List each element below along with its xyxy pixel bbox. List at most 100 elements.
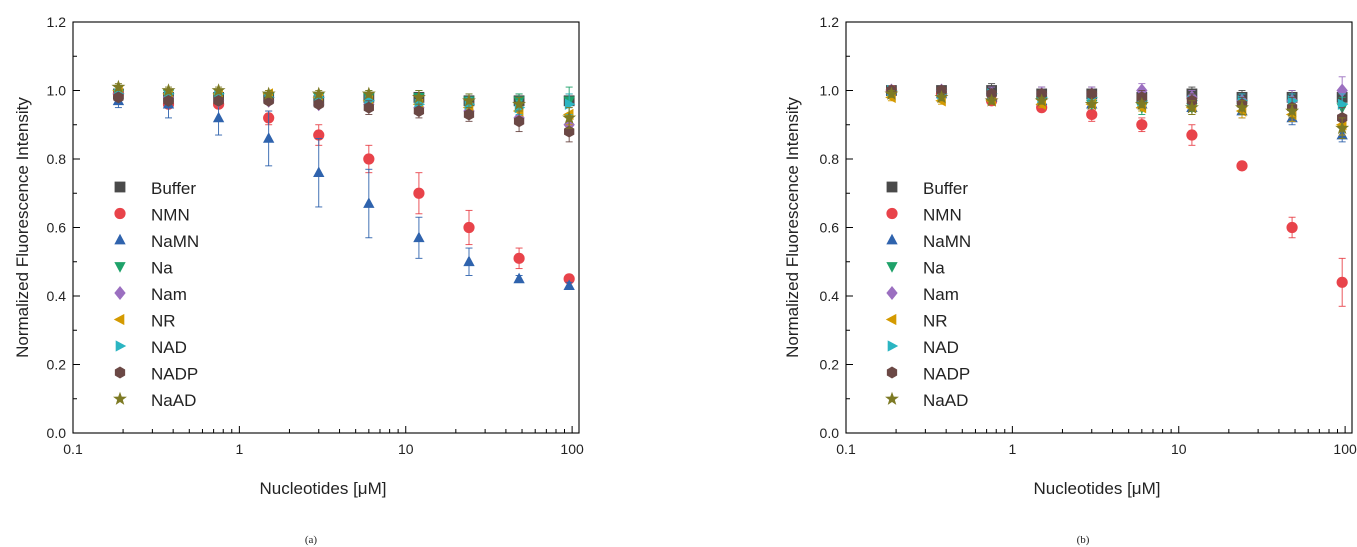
legend-label: NaAD [923, 391, 968, 410]
legend-marker [885, 391, 899, 405]
data-point [1034, 93, 1049, 107]
data-point [111, 79, 126, 93]
y-tick-label: 0.0 [820, 425, 840, 441]
panel-label: (a) [305, 534, 318, 546]
data-point [161, 83, 176, 97]
panel-a: 0.0 0.2 0.4 0.6 0.8 1.0 1.2 0.1 1 10 100 Nucleotide… [13, 14, 584, 546]
data-point [1136, 119, 1148, 131]
data-point [163, 94, 174, 107]
series-buffer [886, 83, 1348, 105]
y-tick-label: 0.2 [47, 357, 67, 373]
data-point [213, 94, 224, 107]
data-point [361, 86, 376, 100]
y-tick-label: 0.2 [820, 357, 840, 373]
data-point [934, 90, 949, 104]
legend: Buffer NMN NaMN Na Nam NR NAD NADP NaAD [113, 179, 199, 410]
series-nam [112, 86, 575, 136]
data-point [563, 273, 575, 285]
legend-marker [886, 285, 898, 301]
data-point [313, 166, 325, 178]
series-nad [887, 84, 1349, 115]
legend-label: Nam [151, 285, 187, 304]
data-point [261, 86, 276, 100]
legend-marker [114, 366, 126, 379]
data-point [513, 115, 525, 128]
data-point [1337, 98, 1349, 110]
legend-label: NMN [923, 206, 962, 225]
data-point [1285, 103, 1300, 117]
legend-marker [114, 181, 126, 193]
series-naad [884, 86, 1350, 139]
data-point [1134, 96, 1149, 111]
data-point [1086, 87, 1097, 100]
y-tick-label: 1.2 [820, 14, 840, 30]
legend-marker [113, 391, 127, 405]
legend-label: NAD [151, 338, 187, 357]
x-tick-label: 100 [1333, 441, 1357, 457]
legend-label: Na [151, 259, 173, 278]
data-point [1336, 276, 1348, 288]
data-point [411, 90, 426, 104]
legend-marker [885, 313, 897, 326]
legend-label: NaAD [151, 391, 196, 410]
data-point [1086, 108, 1098, 121]
legend-marker [113, 313, 125, 326]
y-tick-label: 0.6 [47, 220, 67, 236]
legend-label: NR [923, 312, 948, 331]
data-point [1336, 83, 1348, 98]
y-axis-title: Normalized Fluorescence Intensity [13, 97, 32, 358]
y-tick-label: 0.4 [47, 288, 67, 304]
data-point [363, 101, 374, 114]
legend-marker [114, 262, 126, 273]
y-tick-label: 1.2 [47, 14, 67, 30]
legend-marker [115, 340, 127, 352]
x-tick-label: 10 [398, 441, 414, 457]
x-tick-label: 10 [1171, 441, 1187, 457]
legend-marker [886, 366, 898, 379]
legend-label: NR [151, 312, 176, 331]
legend-label: NAD [923, 338, 959, 357]
series-nr [112, 84, 574, 126]
y-tick-label: 0.0 [47, 425, 67, 441]
y-tick-label: 0.8 [47, 151, 67, 167]
series-nr [885, 91, 1347, 136]
legend-label: Buffer [151, 179, 196, 198]
series-nad [114, 88, 576, 115]
x-tick-label: 1 [235, 441, 243, 457]
data-point [512, 96, 527, 111]
y-axis-title: Normalized Fluorescence Intensity [783, 97, 802, 358]
series-nadp [886, 84, 1348, 129]
data-point [313, 98, 324, 111]
series-na [112, 86, 575, 115]
panel-label: (b) [1077, 534, 1090, 546]
series-buffer [113, 88, 575, 109]
x-tick-label: 0.1 [836, 441, 856, 457]
y-tick-label: 0.8 [820, 151, 840, 167]
legend-label: NaMN [151, 232, 199, 251]
legend-marker [886, 207, 898, 220]
data-point [513, 272, 525, 284]
data-point [513, 252, 525, 264]
data-point [1235, 100, 1249, 114]
data-point [413, 187, 425, 199]
y-tick-label: 1.0 [47, 83, 67, 99]
series-nam [885, 76, 1348, 112]
x-tick-label: 1 [1008, 441, 1016, 457]
data-point [1184, 100, 1199, 114]
data-point [1084, 96, 1099, 111]
data-point [211, 83, 226, 97]
legend: Buffer NMN NaMN Na Nam NR NAD NADP NaAD [885, 179, 971, 410]
legend-marker [114, 207, 126, 220]
data-point [363, 197, 375, 208]
data-point [563, 279, 575, 291]
y-tick-label: 1.0 [820, 83, 840, 99]
legend-label: Buffer [923, 179, 968, 198]
x-tick-label: 0.1 [63, 441, 83, 457]
legend-label: NMN [151, 206, 190, 225]
series-nadp [113, 91, 575, 143]
data-point [1186, 129, 1198, 141]
legend-label: NADP [923, 365, 970, 384]
data-point [413, 105, 425, 117]
data-point [884, 86, 899, 100]
